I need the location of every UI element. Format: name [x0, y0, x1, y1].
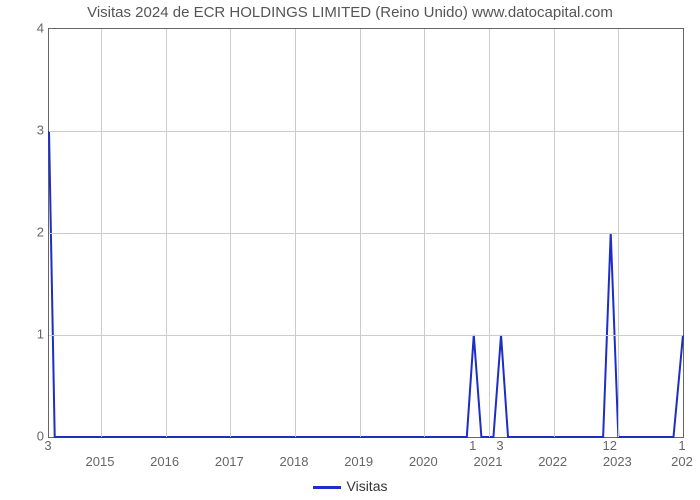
legend: Visitas	[0, 478, 700, 494]
x-tick-label: 2021	[474, 454, 503, 469]
chart-title: Visitas 2024 de ECR HOLDINGS LIMITED (Re…	[0, 4, 700, 21]
x-tick-label: 202	[671, 454, 693, 469]
value-annotation: 3	[44, 438, 51, 453]
gridline-h	[49, 131, 683, 132]
value-annotation: 12	[602, 438, 616, 453]
legend-swatch	[313, 486, 341, 489]
x-tick-label: 2017	[215, 454, 244, 469]
value-annotation: 1	[678, 438, 685, 453]
chart-container: Visitas 2024 de ECR HOLDINGS LIMITED (Re…	[0, 0, 700, 500]
gridline-v	[424, 29, 425, 437]
y-tick-label: 0	[37, 429, 44, 444]
y-tick-label: 2	[37, 225, 44, 240]
legend-label: Visitas	[347, 478, 388, 494]
value-annotation: 1	[469, 438, 476, 453]
y-tick-label: 4	[37, 21, 44, 36]
gridline-h	[49, 233, 683, 234]
gridline-v	[489, 29, 490, 437]
y-tick-label: 1	[37, 327, 44, 342]
x-tick-label: 2020	[409, 454, 438, 469]
series-line	[49, 131, 683, 437]
x-tick-label: 2022	[538, 454, 567, 469]
value-annotation: 3	[496, 438, 503, 453]
gridline-h	[49, 335, 683, 336]
x-tick-label: 2015	[86, 454, 115, 469]
x-tick-label: 2016	[150, 454, 179, 469]
gridline-v	[618, 29, 619, 437]
y-tick-label: 3	[37, 123, 44, 138]
gridline-v	[360, 29, 361, 437]
x-tick-label: 2019	[344, 454, 373, 469]
gridline-v	[166, 29, 167, 437]
gridline-v	[295, 29, 296, 437]
gridline-v	[230, 29, 231, 437]
x-tick-label: 2023	[603, 454, 632, 469]
gridline-v	[101, 29, 102, 437]
plot-area	[48, 28, 684, 438]
x-tick-label: 2018	[280, 454, 309, 469]
gridline-v	[554, 29, 555, 437]
